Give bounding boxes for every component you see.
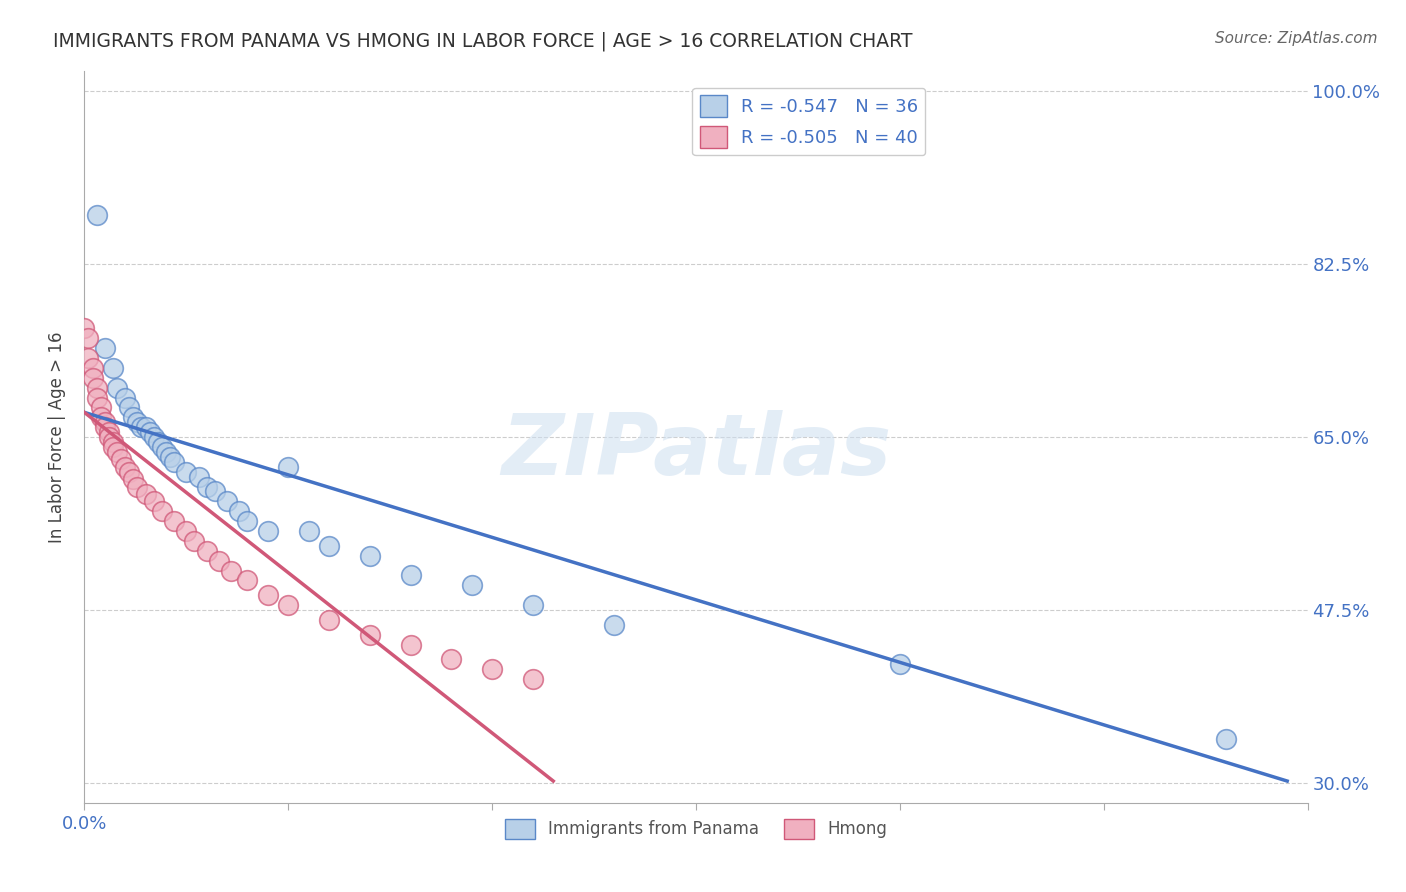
Point xyxy=(1215,731,1237,746)
Point xyxy=(82,360,104,375)
Point xyxy=(150,440,173,454)
Point xyxy=(93,341,115,355)
Point xyxy=(522,598,544,612)
Point xyxy=(174,465,197,479)
Point xyxy=(195,543,218,558)
Point xyxy=(122,410,145,425)
Point xyxy=(105,445,128,459)
Point xyxy=(257,588,280,602)
Point xyxy=(138,425,160,439)
Point xyxy=(118,465,141,479)
Point xyxy=(135,420,157,434)
Point xyxy=(150,504,173,518)
Text: IMMIGRANTS FROM PANAMA VS HMONG IN LABOR FORCE | AGE > 16 CORRELATION CHART: IMMIGRANTS FROM PANAMA VS HMONG IN LABOR… xyxy=(53,31,912,51)
Point xyxy=(163,514,186,528)
Point xyxy=(204,484,226,499)
Point xyxy=(110,451,132,466)
Y-axis label: In Labor Force | Age > 16: In Labor Force | Age > 16 xyxy=(48,331,66,543)
Point xyxy=(77,351,100,365)
Point xyxy=(97,425,120,439)
Point xyxy=(90,401,112,415)
Point xyxy=(93,420,115,434)
Point xyxy=(93,415,115,429)
Point xyxy=(159,450,181,464)
Point xyxy=(86,391,108,405)
Point xyxy=(127,415,149,429)
Point xyxy=(399,568,422,582)
Point xyxy=(142,430,165,444)
Point xyxy=(228,504,250,518)
Text: Source: ZipAtlas.com: Source: ZipAtlas.com xyxy=(1215,31,1378,46)
Point xyxy=(277,598,299,612)
Point xyxy=(101,435,124,450)
Point xyxy=(73,321,96,335)
Point xyxy=(603,618,626,632)
Point xyxy=(155,445,177,459)
Point xyxy=(461,578,484,592)
Point xyxy=(90,410,112,425)
Point xyxy=(219,564,242,578)
Point xyxy=(183,533,205,548)
Point xyxy=(118,401,141,415)
Point xyxy=(257,524,280,538)
Point xyxy=(195,479,218,493)
Point xyxy=(318,613,340,627)
Point xyxy=(82,371,104,385)
Point xyxy=(236,574,259,588)
Point xyxy=(236,514,259,528)
Point xyxy=(101,360,124,375)
Point xyxy=(114,391,136,405)
Point xyxy=(101,440,124,454)
Point xyxy=(86,381,108,395)
Point xyxy=(142,494,165,508)
Point xyxy=(187,469,209,483)
Point xyxy=(318,539,340,553)
Legend: Immigrants from Panama, Hmong: Immigrants from Panama, Hmong xyxy=(498,812,894,846)
Point xyxy=(122,472,145,486)
Point xyxy=(127,479,149,493)
Point xyxy=(131,420,153,434)
Point xyxy=(298,524,321,538)
Point xyxy=(77,331,100,345)
Point xyxy=(135,487,157,501)
Point xyxy=(163,455,186,469)
Point xyxy=(97,430,120,444)
Point xyxy=(399,638,422,652)
Text: ZIPatlas: ZIPatlas xyxy=(501,410,891,493)
Point xyxy=(105,381,128,395)
Point xyxy=(146,435,169,450)
Point xyxy=(359,628,381,642)
Point xyxy=(86,208,108,222)
Point xyxy=(889,657,911,672)
Point xyxy=(440,652,463,666)
Point xyxy=(522,672,544,686)
Point xyxy=(174,524,197,538)
Point xyxy=(208,554,231,568)
Point xyxy=(359,549,381,563)
Point xyxy=(277,459,299,474)
Point xyxy=(217,494,239,508)
Point xyxy=(481,662,503,676)
Point xyxy=(114,459,136,474)
